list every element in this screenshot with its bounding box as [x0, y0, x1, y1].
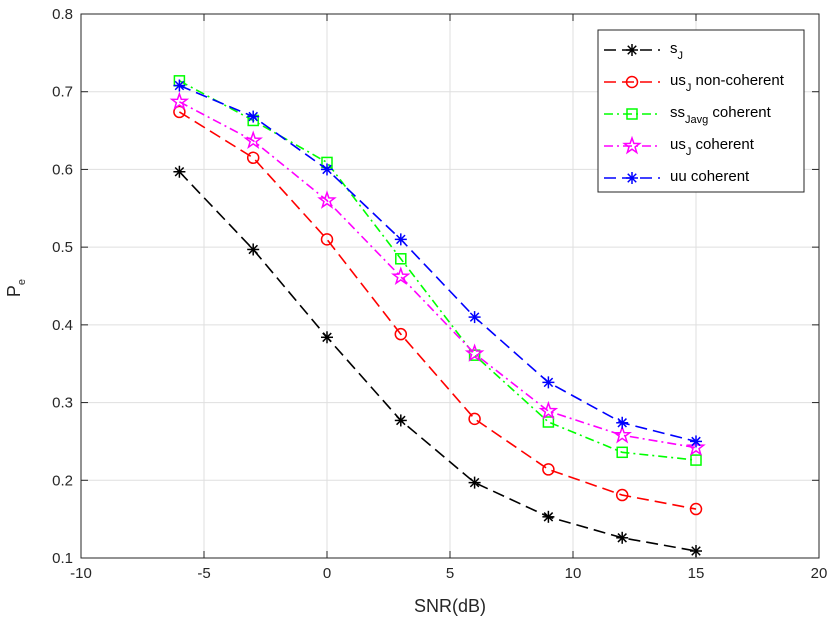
data-point [542, 416, 555, 428]
y-tick-label: 0.1 [52, 550, 73, 567]
legend-label: uu coherent [670, 168, 750, 185]
data-point [690, 454, 702, 466]
data-point [169, 91, 190, 111]
data-point [391, 266, 411, 286]
data-point [616, 416, 629, 429]
data-point [394, 414, 407, 427]
x-tick-label: 5 [446, 565, 454, 582]
data-point [468, 412, 481, 426]
data-point [616, 446, 628, 459]
data-point [468, 311, 481, 324]
legend-label: sJ [670, 40, 683, 62]
data-point [321, 163, 333, 176]
data-point [468, 476, 481, 489]
data-point [686, 437, 706, 456]
data-point [616, 531, 629, 544]
data-point [247, 110, 260, 123]
data-point [542, 463, 555, 476]
legend-label-rest: coherent [708, 104, 771, 121]
legend-label-main: uu coherent [670, 168, 750, 185]
legend-label-rest: non-coherent [691, 72, 784, 89]
y-tick-label: 0.8 [52, 6, 73, 23]
x-axis-label: SNR(dB) [414, 596, 486, 616]
data-point [468, 349, 481, 361]
x-tick-label: -5 [197, 565, 210, 582]
legend-label-main: us [670, 136, 686, 153]
legend-label-sub: J [686, 146, 692, 158]
legend-label-main: us [670, 72, 686, 89]
x-tick-label: 15 [688, 565, 705, 582]
y-tick-label: 0.7 [52, 84, 73, 101]
data-point [689, 502, 703, 516]
legend-marker [626, 172, 638, 184]
data-point [612, 424, 632, 444]
y-tick-label: 0.4 [52, 317, 73, 334]
data-point [395, 253, 407, 265]
legend-label-sub: J [686, 82, 692, 94]
legend-label-sub: Javg [685, 114, 708, 126]
legend-entry: sJ [604, 40, 683, 62]
legend-label-sub: J [678, 50, 684, 62]
series-3 [169, 91, 706, 456]
data-point [394, 327, 408, 341]
y-axis-label-sub: e [16, 279, 28, 285]
series-4 [173, 79, 702, 448]
data-series [169, 75, 706, 558]
series-line [178, 171, 697, 552]
legend-marker [622, 135, 642, 155]
legend-marker [626, 108, 638, 120]
series-1 [173, 105, 703, 516]
series-2 [173, 75, 702, 466]
data-point [464, 343, 485, 362]
data-point [246, 151, 260, 165]
legend-label-rest: coherent [691, 136, 754, 153]
y-tick-label: 0.5 [52, 239, 73, 256]
y-tick-label: 0.2 [52, 472, 73, 489]
axis-ticks: -10 -5 0 5 10 15 20 0.1 0.2 0.3 0.4 0.5 0.6 0.7 0.8 [52, 6, 827, 582]
data-point [247, 243, 260, 256]
legend-label: ssJavg coherent [670, 104, 772, 126]
x-tick-label: -10 [70, 565, 92, 582]
data-point [690, 435, 702, 448]
data-point [317, 190, 337, 209]
data-point [173, 165, 186, 178]
legend-entry: usJ coherent [604, 135, 755, 158]
legend-label: usJ coherent [670, 136, 755, 158]
series-line [179, 101, 697, 449]
data-point [320, 233, 334, 246]
legend-marker [626, 44, 638, 56]
data-point [321, 331, 333, 344]
data-point [690, 545, 702, 558]
series-line [179, 84, 697, 443]
legend-label-main: s [670, 40, 678, 57]
y-axis-label-main: P [4, 285, 24, 297]
legend-label: usJ non-coherent [670, 72, 785, 94]
data-point [615, 488, 629, 502]
x-tick-label: 0 [323, 565, 331, 582]
data-point [542, 376, 555, 389]
legend-entry: ssJavg coherent [604, 104, 772, 126]
data-point [542, 510, 555, 523]
legend-label-main: ss [670, 104, 685, 121]
y-axis-label: Pe [4, 279, 28, 297]
legend-entry: usJ non-coherent [604, 72, 785, 94]
legend-box [597, 29, 805, 193]
legend-entry: uu coherent [604, 168, 750, 185]
data-point [173, 105, 186, 119]
y-tick-label: 0.6 [52, 161, 73, 178]
series-line [179, 80, 697, 461]
x-tick-label: 10 [565, 565, 582, 582]
series-line [178, 111, 697, 510]
data-point [173, 79, 186, 92]
x-tick-label: 20 [811, 565, 828, 582]
series-0 [173, 165, 702, 558]
y-tick-label: 0.3 [52, 395, 73, 412]
data-point [394, 233, 407, 246]
data-point [538, 400, 559, 420]
legend-marker [625, 75, 639, 89]
data-point [243, 130, 263, 150]
